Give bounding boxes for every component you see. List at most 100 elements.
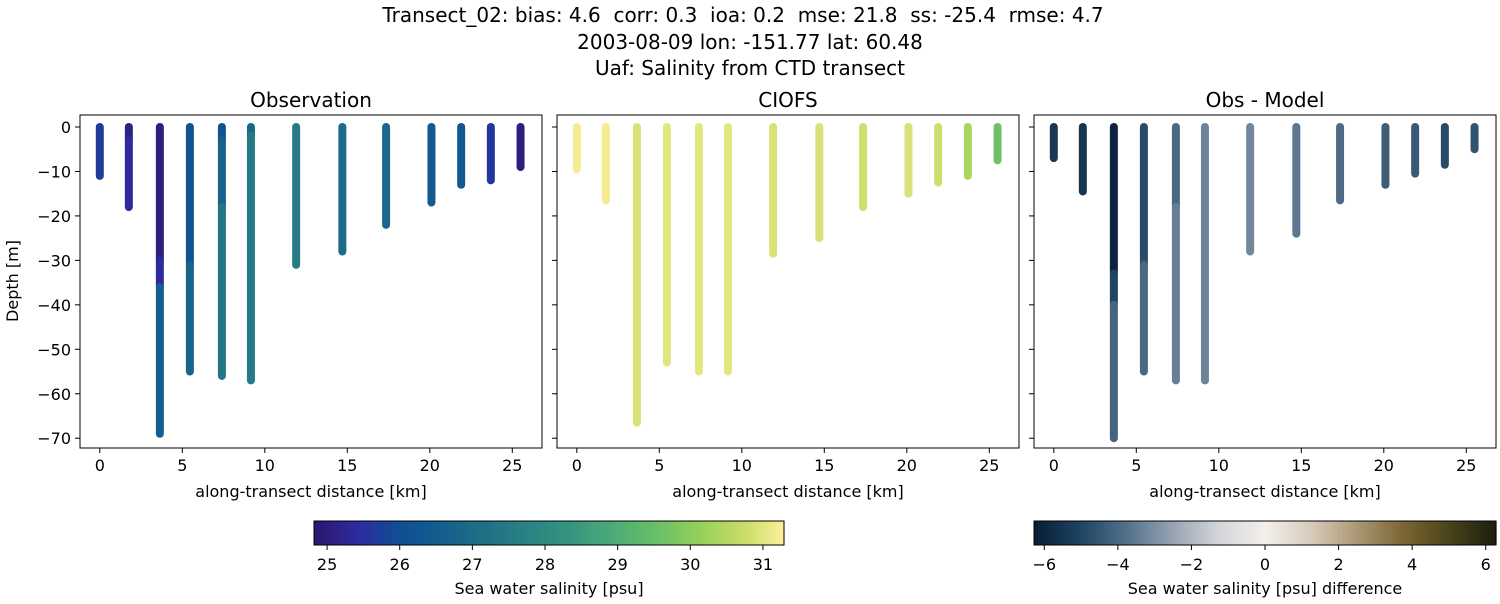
colorbar-swatch [1176,521,1181,545]
panel-title-ciofs: CIOFS [758,88,817,112]
colorbar-swatch [408,521,413,545]
colorbar-swatch [1230,521,1235,545]
colorbar-swatch [1426,521,1432,545]
colorbar-swatch [1180,521,1185,545]
x-tick-label: 10 [1209,456,1229,475]
colorbar-swatch [549,521,554,545]
colorbar-swatch [1157,521,1162,545]
colorbar-swatch [1037,521,1043,545]
colorbar-swatch [1380,521,1385,545]
x-tick-label: 5 [1131,456,1141,475]
colorbar-swatch [768,521,773,545]
colorbar-swatch [1395,521,1401,545]
colorbar-swatch [443,521,448,545]
colorbar-swatch [592,521,597,545]
colorbar-swatch [1053,521,1058,545]
x-tick-label: 15 [814,456,834,475]
colorbar-swatch [643,521,648,545]
colorbar-swatch [376,521,382,545]
colorbar-swatch [372,521,378,545]
colorbar-swatch [1261,521,1266,545]
x-tick-label: 15 [1291,456,1311,475]
colorbar-swatch [760,521,766,545]
colorbar-swatch [380,521,386,545]
colorbar-swatch [568,521,574,545]
x-tick-label: 20 [1374,456,1394,475]
colorbar-swatch [717,521,722,545]
colorbar-swatch [1345,521,1351,545]
colorbar-swatch [1288,521,1293,545]
colorbar-swatch [1492,521,1497,545]
colorbar-swatch [1184,521,1189,545]
colorbar-swatch [596,521,601,545]
colorbar-swatch [1137,521,1143,545]
colorbar-swatch [666,521,672,545]
colorbar-swatch [756,521,762,545]
colorbar-swatch [541,521,546,545]
suptitle-line-2: 2003-08-09 lon: -151.77 lat: 60.48 [577,30,923,54]
colorbar-salinity-label: Sea water salinity [psu] [454,579,643,598]
colorbar-swatch [1111,521,1116,545]
colorbar-difference-label: Sea water salinity [psu] difference [1128,579,1403,598]
x-tick-label: 20 [897,456,917,475]
colorbar-swatch [580,521,585,545]
colorbar-swatch [1388,521,1393,545]
colorbar-swatch [1103,521,1108,545]
colorbar-swatch [447,521,452,545]
colorbar-swatch [1203,521,1208,545]
colorbar-swatch [470,521,476,545]
colorbar-swatch [1476,521,1482,545]
panel-title-obs-minus-model: Obs - Model [1206,88,1325,112]
colorbar-swatch [474,521,480,545]
colorbar-swatch [427,521,433,545]
colorbar-swatch [1399,521,1405,545]
colorbar-swatch [1034,521,1039,545]
colorbar-swatch [611,521,617,545]
colorbar-tick-label: 6 [1481,555,1491,574]
colorbar-swatch [337,521,343,545]
colorbar-swatch [737,521,742,545]
colorbar-swatch [364,521,370,545]
colorbar-swatch [740,521,746,545]
colorbar-swatch [345,521,350,545]
colorbar-swatch [435,521,440,545]
colorbar-swatch [662,521,668,545]
colorbar-tick-label: 4 [1407,555,1417,574]
colorbar-swatch [1145,521,1151,545]
colorbar-swatch [1268,521,1274,545]
colorbar-swatch [1338,521,1343,545]
colorbar-swatch [1368,521,1374,545]
colorbar-swatch [650,521,656,545]
colorbar-swatch [317,521,323,545]
colorbar-swatch [615,521,621,545]
colorbar-swatch [1392,521,1397,545]
colorbar-swatch [729,521,734,545]
colorbar-swatch [552,521,558,545]
colorbar-swatch [411,521,417,545]
colorbar-swatch [1465,521,1470,545]
colorbar-swatch [509,521,515,545]
suptitle-line-3: Uaf: Salinity from CTD transect [595,56,905,80]
colorbar-swatch [654,521,660,545]
colorbar-swatch [1445,521,1451,545]
colorbar-swatch [1084,521,1089,545]
colorbar-tick-label: 0 [1260,555,1270,574]
colorbar-tick-label: 2 [1333,555,1343,574]
colorbar-swatch [1064,521,1070,545]
colorbar-difference: −6 −4 −2 0 2 4 6 [1033,520,1497,574]
colorbar-frame [313,520,785,546]
axes-frame [1033,114,1497,449]
colorbar-swatch [392,521,397,545]
panel-0: 0 5 10 15 20 25 0 −10 −20 −30 −40 −50 −60 −70 [37,114,543,475]
colorbar-swatch [1284,521,1289,545]
colorbar-swatch [321,521,327,545]
colorbar-swatch [705,521,711,545]
colorbar-swatch [1407,521,1412,545]
colorbar-swatch [713,521,719,545]
colorbar-swatch [1457,521,1462,545]
x-tick-label: 10 [732,456,752,475]
colorbar-swatch [1107,521,1112,545]
colorbar-swatch [1241,521,1247,545]
colorbar-swatch [466,521,472,545]
colorbar-swatch [1130,521,1135,545]
